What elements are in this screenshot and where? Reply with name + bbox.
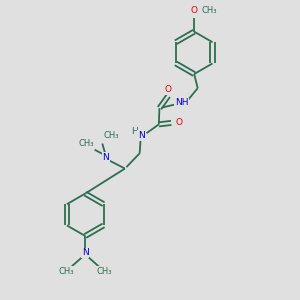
Text: N: N (82, 248, 88, 257)
Text: CH₃: CH₃ (97, 267, 112, 276)
Text: N: N (138, 131, 145, 140)
Text: CH₃: CH₃ (79, 139, 94, 148)
Text: O: O (176, 118, 182, 127)
Text: NH: NH (175, 98, 188, 107)
Text: CH₃: CH₃ (202, 6, 217, 15)
Text: N: N (103, 153, 109, 162)
Text: CH₃: CH₃ (58, 267, 74, 276)
Text: O: O (191, 6, 198, 15)
Text: H: H (131, 127, 138, 136)
Text: O: O (165, 85, 172, 94)
Text: CH₃: CH₃ (103, 131, 119, 140)
